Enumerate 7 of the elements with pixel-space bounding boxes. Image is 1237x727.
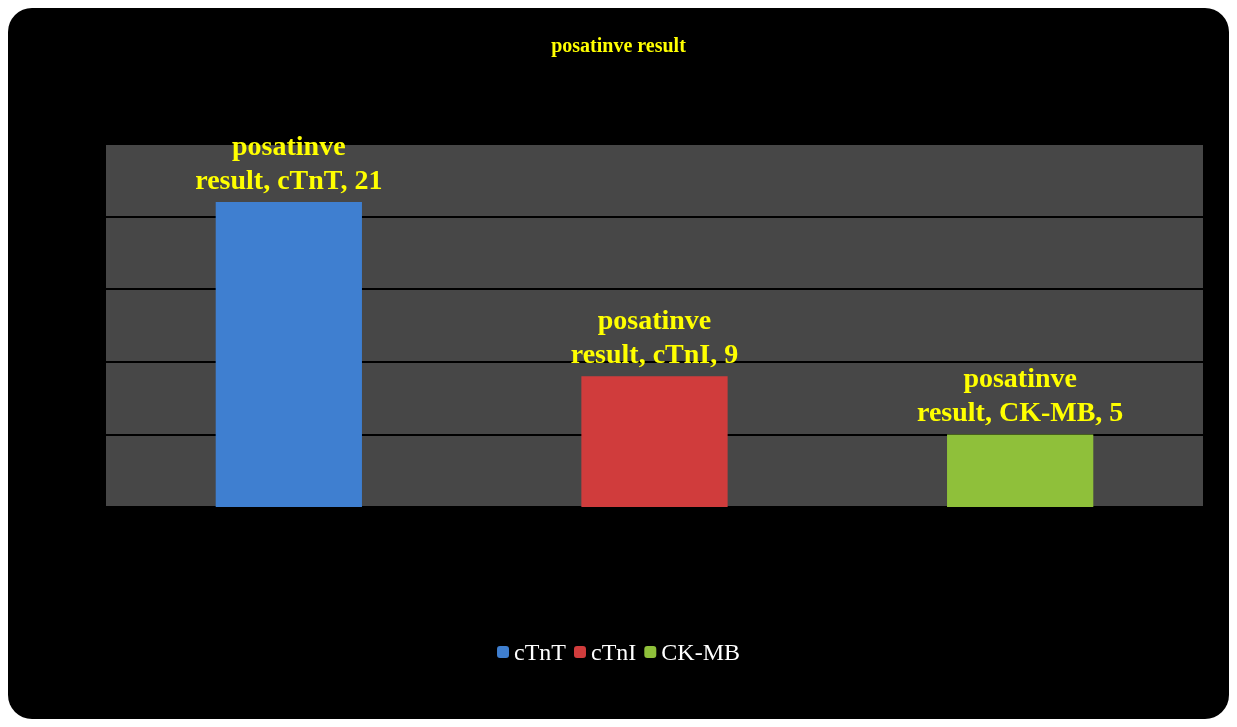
legend-label: CK-MB <box>661 639 740 665</box>
chart-title: posatinve result <box>551 34 687 57</box>
legend-label: cTnT <box>514 639 567 665</box>
data-label: posatinve result, cTnT, 21 <box>195 129 383 195</box>
legend-label: cTnI <box>590 639 637 665</box>
data-label: posatinve result, CK-MB, 5 <box>916 361 1124 427</box>
data-label: posatinve result, cTnI, 9 <box>570 303 739 369</box>
